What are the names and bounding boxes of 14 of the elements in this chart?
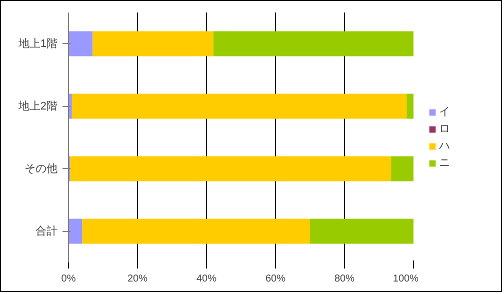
y-tick-label: 合計	[36, 224, 58, 238]
x-tick-label: 40%	[196, 274, 217, 284]
legend-label: ロ	[439, 122, 451, 136]
x-tick-label: 20%	[127, 274, 148, 284]
x-tick-label: 0%	[61, 274, 76, 284]
y-tick-label: その他	[24, 162, 58, 175]
x-tick-label: 60%	[265, 274, 286, 284]
y-tick-label: 地上1階	[17, 36, 58, 50]
legend-label: イ	[439, 105, 451, 119]
legend-label: ニ	[439, 156, 451, 170]
y-tick-label: 地上2階	[17, 99, 58, 112]
legend-label: ハ	[439, 139, 451, 153]
x-tick-label: 80%	[334, 274, 355, 284]
x-tick-label: 100%	[392, 274, 419, 284]
